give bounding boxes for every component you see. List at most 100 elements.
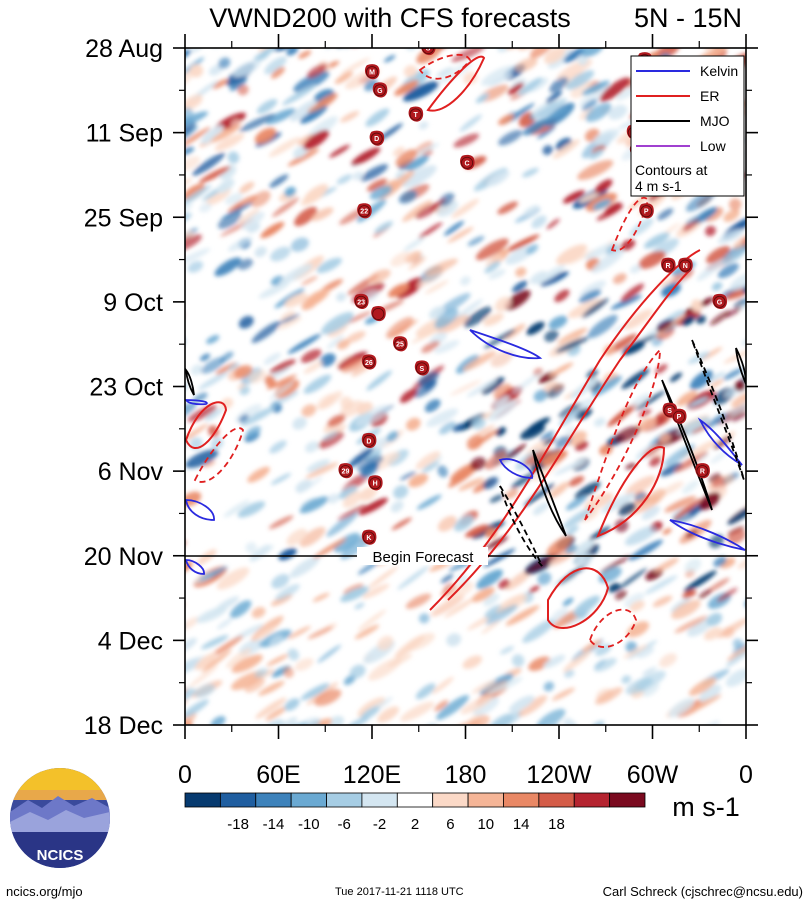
wave-contour	[735, 347, 746, 385]
storm-marker: C	[460, 154, 475, 170]
storm-label: D	[366, 438, 371, 445]
wave-contour	[447, 269, 691, 601]
storm-marker: K	[361, 529, 377, 545]
colorbar-swatch	[396, 792, 434, 808]
x-tick-label: 60W	[627, 761, 679, 789]
storm-label: H	[373, 481, 378, 488]
storm-label: C	[465, 160, 470, 167]
wave-contour	[185, 559, 205, 575]
colorbar-tick-label: 10	[477, 816, 494, 833]
storm-label: K	[366, 535, 371, 542]
storm-label: R	[700, 469, 705, 476]
colorbar-swatch	[290, 792, 327, 808]
colorbar-swatch	[432, 792, 469, 808]
wave-contour	[193, 427, 244, 483]
footer-center: Tue 2017-11-21 1118 UTC	[335, 886, 464, 898]
storm-marker: 25	[393, 336, 408, 352]
x-tick-label: 180	[445, 761, 487, 789]
storm-label: S	[420, 366, 425, 373]
legend-note-line1: Contours at	[635, 162, 707, 178]
storm-marker: 22	[357, 203, 372, 219]
colorbar-swatch	[361, 792, 398, 808]
storm-marker: 23	[354, 293, 369, 310]
forecast-label-bg	[357, 547, 488, 565]
colorbar-units: m s-1	[672, 792, 740, 822]
wave-contour	[532, 449, 567, 537]
y-tick-label: 20 Nov	[84, 543, 164, 571]
storm-label: 29	[342, 469, 350, 476]
forecast-label: Begin Forecast	[373, 549, 475, 566]
colorbar-tick-label: 2	[411, 816, 419, 833]
footer-left[interactable]: ncics.org/mjo	[6, 884, 83, 899]
colorbar-swatch	[467, 792, 504, 808]
legend-label: Low	[700, 138, 727, 154]
colorbar-swatch	[326, 792, 363, 808]
x-tick-label: 60E	[256, 761, 300, 789]
storm-label: N	[683, 263, 688, 270]
storm-marker: D	[361, 432, 377, 449]
x-tick-label: 120W	[526, 761, 592, 789]
wave-contour	[697, 417, 743, 466]
colorbar: -18 -14 -10 -6 -2 2 6 10 14 18	[184, 792, 646, 833]
storm-label: M	[369, 70, 375, 77]
storm-marker: P	[639, 203, 654, 219]
storm-marker: H	[368, 475, 383, 491]
colorbar-tick-label: 14	[513, 816, 530, 833]
colorbar-swatch	[184, 792, 221, 808]
legend-box	[630, 55, 745, 197]
wave-contour	[185, 401, 228, 449]
storm-label: 26	[365, 360, 373, 367]
storm-label: P	[644, 209, 649, 216]
wave-contour	[418, 53, 472, 80]
storm-marker: N	[678, 257, 693, 273]
storm-label: S	[426, 46, 431, 53]
y-tick-label: 25 Sep	[84, 204, 163, 232]
storm-marker: S	[414, 360, 430, 376]
storm-marker: 29	[338, 463, 354, 479]
colorbar-tick-label: -18	[227, 816, 249, 833]
x-axis: 0 60E 120E 180 120W 60W 0	[178, 34, 753, 789]
colorbar-swatch	[538, 792, 575, 808]
wave-contour	[691, 339, 745, 481]
colorbar-swatch	[573, 792, 611, 808]
ncics-logo: NCICS	[10, 768, 110, 868]
storm-marker: R	[695, 463, 710, 479]
storm-marker: G	[712, 293, 728, 310]
legend-note-line2: 4 m s-1	[635, 178, 682, 194]
y-tick-label: 18 Dec	[84, 712, 163, 740]
y-tick-label: 4 Dec	[98, 627, 163, 655]
storm-label: S	[667, 408, 672, 415]
wave-contour	[185, 399, 208, 406]
colorbar-tick-label: -14	[263, 816, 285, 833]
storm-marker: M	[364, 64, 380, 80]
x-tick-label: 0	[178, 761, 192, 789]
wave-contour	[596, 446, 666, 538]
colorbar-tick-label: -10	[298, 816, 320, 833]
colorbar-tick-label: 18	[548, 816, 565, 833]
colorbar-tick-label: -2	[373, 816, 386, 833]
storm-marker: R	[661, 257, 676, 273]
colorbar-swatch	[503, 792, 540, 808]
colorbar-swatch	[255, 792, 292, 808]
wave-contour	[498, 458, 534, 479]
y-tick-label: 6 Nov	[98, 458, 164, 486]
colorbar-tick-label: -6	[338, 816, 351, 833]
wave-contour	[584, 347, 661, 521]
ncics-logo-text: NCICS	[37, 847, 84, 864]
y-tick-label: 23 Oct	[89, 374, 163, 402]
storm-label: P	[677, 414, 682, 421]
wave-contour	[185, 499, 215, 521]
wave-contour	[589, 608, 637, 648]
storm-marker: T	[408, 106, 424, 122]
wave-contour	[610, 197, 649, 252]
wave-contour	[547, 567, 610, 630]
x-tick-label: 120E	[343, 761, 401, 789]
wave-contour	[185, 367, 195, 396]
y-tick-label: 9 Oct	[103, 289, 163, 317]
legend-label: ER	[700, 88, 719, 104]
legend-label: Kelvin	[700, 63, 738, 79]
wave-contour	[426, 55, 486, 112]
footer-right: Carl Schreck (cjschrec@ncsu.edu)	[602, 884, 803, 899]
legend: Kelvin ER MJO Low Contours at 4 m s-1	[630, 55, 745, 197]
